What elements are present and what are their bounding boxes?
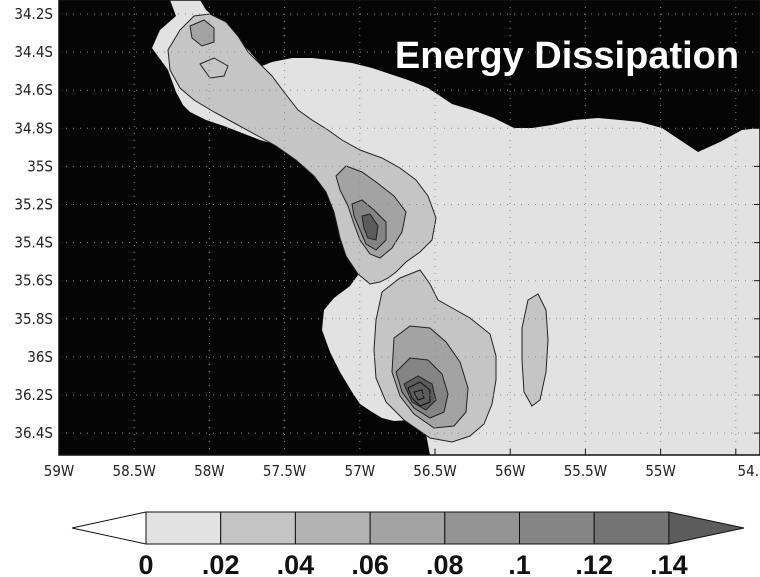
lon-tick-label: 57.5W — [263, 462, 306, 480]
contour-rings-south — [407, 381, 431, 407]
colorbar-label: .12 — [575, 550, 613, 577]
colorbar-box — [593, 511, 670, 545]
colorbar-box — [519, 511, 595, 545]
lon-tick-label: 57W — [345, 462, 376, 480]
contour-offshore-blob — [521, 293, 549, 407]
longitude-labels: 59W 58.5W 58W 57.5W 57W 56.5W 56W 55.5W 55W 54. — [44, 462, 759, 480]
lat-tick-label: 36.4S — [14, 424, 53, 442]
colorbar-box — [145, 511, 222, 545]
lat-tick-label: 34.8S — [14, 119, 53, 137]
colorbar-label: .04 — [277, 550, 315, 577]
colorbar-box — [220, 511, 296, 545]
lat-tick-label: 35.2S — [14, 196, 53, 214]
lon-tick-label: 56W — [495, 462, 526, 480]
contour-blob-2 — [199, 57, 229, 79]
lat-tick-label: 34.2S — [14, 5, 53, 23]
axis-ticks — [58, 13, 760, 455]
map-grid — [59, 0, 760, 455]
land-south — [200, 0, 760, 152]
colorbar-label: .06 — [351, 550, 389, 577]
map-frame — [58, 0, 760, 456]
colorbar: 0 .02 .04 .06 .08 .1 .12 .14 — [71, 511, 745, 577]
colorbar-label: .02 — [202, 550, 240, 577]
lon-tick-label: 56.5W — [413, 462, 456, 480]
lat-tick-label: 35.6S — [14, 272, 53, 290]
colorbar-under — [71, 511, 147, 545]
lat-tick-label: 36S — [27, 348, 53, 366]
colorbar-box — [444, 511, 520, 545]
lon-tick-label: 58.5W — [113, 462, 156, 480]
latitude-labels: 34.2S 34.4S 34.6S 34.8S 35S 35.2S 35.4S 35.6S 35… — [14, 5, 53, 442]
lat-tick-label: 35S — [27, 157, 53, 175]
lat-tick-label: 34.6S — [14, 81, 53, 99]
lat-tick-label: 35.8S — [14, 310, 53, 328]
lon-tick-label: 54. — [738, 462, 759, 480]
lon-tick-label: 55.5W — [564, 462, 607, 480]
map-panel — [59, 0, 760, 455]
contour-band-peak-south — [403, 375, 437, 411]
lat-tick-label: 34.4S — [14, 43, 53, 61]
lon-tick-label: 55W — [645, 462, 676, 480]
contour-band-peak — [361, 213, 379, 241]
land-north — [59, 0, 430, 455]
colorbar-label: .08 — [426, 550, 464, 577]
contour-blob-1 — [189, 19, 215, 47]
colorbar-label: 0 — [138, 550, 153, 577]
colorbar-over — [668, 511, 745, 545]
map-title: Energy Dissipation — [395, 35, 739, 77]
colorbar-label: .14 — [650, 550, 688, 577]
lon-tick-label: 59W — [44, 462, 75, 480]
colorbar-label: .1 — [508, 550, 531, 577]
colorbar-box — [369, 511, 446, 545]
colorbar-box — [294, 511, 371, 545]
lat-tick-label: 36.2S — [14, 386, 53, 404]
lon-tick-label: 58W — [194, 462, 225, 480]
lat-tick-label: 35.4S — [14, 234, 53, 252]
